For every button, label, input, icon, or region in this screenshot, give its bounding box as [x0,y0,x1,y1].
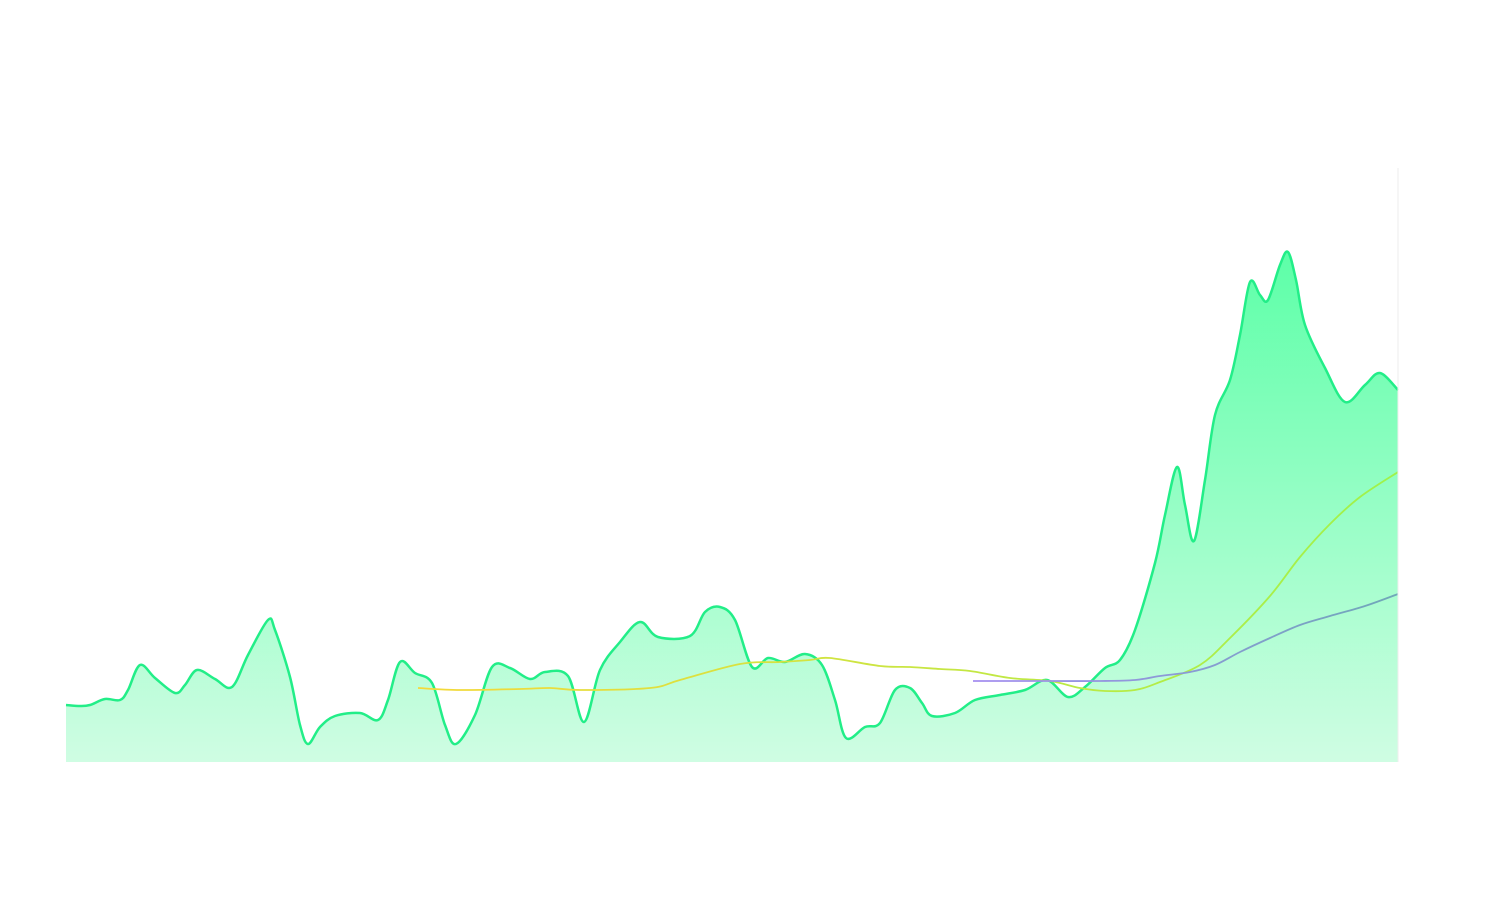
area-fill [66,251,1398,763]
average-line [972,593,1399,682]
average-line [417,471,1399,693]
area-line [65,250,1399,746]
